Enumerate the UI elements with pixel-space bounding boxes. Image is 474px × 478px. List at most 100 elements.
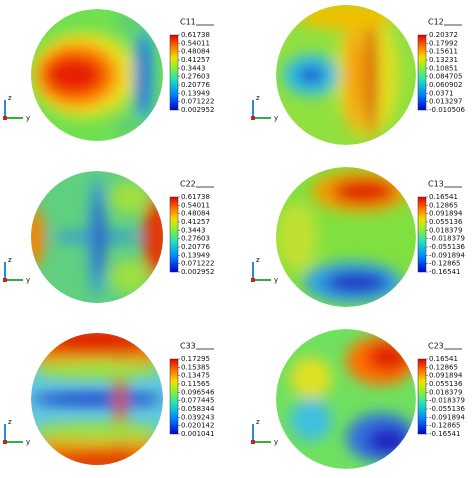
colorbar-tick-label: 0.17992	[429, 39, 458, 47]
colorbar-tick-label: 0.0371	[429, 89, 454, 97]
colorbar-tick-label: 0.12865	[429, 363, 458, 371]
field-blob	[297, 66, 325, 84]
axis-origin	[3, 116, 7, 120]
field-blob	[31, 207, 45, 267]
field-blob	[290, 357, 332, 399]
colorbar	[417, 196, 427, 273]
colorbar-tick-label: 0.12865	[429, 201, 458, 209]
field-blob	[110, 260, 150, 294]
colorbar-title: C11	[180, 18, 196, 27]
colorbar-tick-label: -0.091894	[429, 251, 465, 259]
colorbar-tick-label: -0.091894	[429, 413, 465, 421]
field-blob	[367, 427, 409, 455]
colorbar-tick-label: 0.20776	[181, 81, 210, 89]
colorbar-tick-label: 0.48084	[181, 210, 210, 218]
colorbar-tick-label: 0.10851	[429, 64, 458, 72]
colorbar-tick-label: 0.61738	[181, 193, 210, 201]
colorbar-tick-label: 0.27603	[181, 235, 210, 243]
field-blobs	[31, 333, 163, 465]
axis-y-label: y	[26, 276, 30, 284]
contour-field	[31, 171, 163, 303]
colorbar	[417, 358, 427, 435]
panel: C110.617380.540110.480840.412570.34430.2…	[3, 9, 214, 141]
colorbar-tick-label: 0.058344	[181, 405, 215, 413]
axis-origin	[3, 278, 7, 282]
colorbar-tick-label: 0.3443	[181, 226, 206, 234]
field-blob	[31, 359, 163, 380]
colorbar-tick-label: 0.61738	[181, 31, 210, 39]
colorbar-tick-label: 0.002952	[181, 268, 214, 276]
colorbar	[169, 34, 179, 111]
field-blob	[367, 343, 409, 371]
colorbar-tick-label: 0.002952	[181, 106, 214, 114]
panel: C330.172950.153850.134750.115650.0965460…	[3, 333, 215, 465]
contour-field	[276, 5, 416, 145]
colorbar-title: C22	[180, 180, 196, 189]
colorbar-tick-label: -0.018379	[429, 397, 465, 405]
colorbar-tick-label: 0.15385	[181, 363, 210, 371]
colorbar	[169, 196, 179, 273]
axis-origin	[251, 116, 255, 120]
field-blob	[143, 197, 163, 277]
colorbar-tick-label: 0.055136	[429, 218, 463, 226]
contour-field	[31, 9, 163, 141]
colorbar-title: C13	[428, 180, 444, 189]
colorbar-tick-label: 0.17295	[181, 355, 210, 363]
colorbar-tick-label: 0.48084	[181, 48, 210, 56]
field-blob	[113, 9, 154, 36]
colorbar	[417, 34, 427, 111]
panel: C120.203720.179920.156110.132310.108510.…	[251, 5, 465, 145]
field-blob	[96, 197, 105, 277]
field-blob	[44, 55, 104, 95]
field-blobs	[283, 5, 399, 138]
axis-z-label: z	[8, 94, 12, 102]
field-blob	[110, 180, 150, 214]
axis-y-label: y	[26, 114, 30, 122]
colorbar-tick-label: -0.16541	[429, 268, 460, 276]
field-blob	[138, 35, 148, 115]
colorbar-tick-label: 0.20776	[181, 243, 210, 251]
colorbar-tick-label: 0.3443	[181, 64, 206, 72]
colorbar-tick-label: -0.055136	[429, 405, 465, 413]
axis-y-label: y	[274, 438, 278, 446]
field-blob	[332, 178, 395, 205]
colorbar-tick-label: -0.018379	[429, 235, 465, 243]
field-blobs	[31, 9, 156, 141]
panel: C220.617380.540110.480840.412570.34430.2…	[3, 171, 214, 303]
axis-z-label: z	[256, 418, 260, 426]
panel: C23 0.165410.128650.0918940.0551360.01837…	[251, 329, 465, 469]
colorbar-tick-label: 0.20372	[429, 31, 458, 39]
colorbar-tick-label: -0.12865	[429, 260, 460, 268]
axis-origin	[251, 278, 255, 282]
colorbar-tick-label: 0.16541	[429, 193, 458, 201]
colorbar-tick-label: 0.077445	[181, 397, 214, 405]
colorbar-tick-label: 0.071222	[181, 260, 214, 268]
contour-field	[31, 333, 163, 465]
axis-y-label: y	[26, 438, 30, 446]
colorbar	[169, 358, 179, 435]
panel: C13 0.165410.128650.0918940.0551360.01837…	[251, 167, 465, 307]
colorbar-tick-label: 0.41257	[181, 56, 210, 64]
axis-y-label: y	[274, 276, 278, 284]
colorbar-tick-label: 0.096546	[181, 388, 215, 396]
axis-z-label: z	[8, 418, 12, 426]
colorbar-tick-label: 0.039243	[181, 413, 214, 421]
colorbar-tick-label: -0.16541	[429, 430, 460, 438]
axis-origin	[251, 440, 255, 444]
field-blob	[276, 202, 318, 272]
axis-z-label: z	[256, 256, 260, 264]
field-blob	[290, 399, 332, 441]
colorbar-tick-label: 0.16541	[429, 355, 458, 363]
colorbar-title: C23	[428, 342, 444, 351]
axis-z-label: z	[8, 256, 12, 264]
field-blob	[37, 333, 157, 353]
colorbar-tick-label: 0.15611	[429, 48, 458, 56]
colorbar-tick-label: -0.12865	[429, 422, 460, 430]
colorbar-tick-label: -0.010506	[429, 106, 465, 114]
colorbar-tick-label: 0.13475	[181, 372, 210, 380]
colorbar-tick-label: 0.018379	[429, 226, 462, 234]
axis-y-label: y	[274, 114, 278, 122]
field-blob	[297, 5, 395, 30]
colorbar-tick-label: -0.055136	[429, 243, 465, 251]
